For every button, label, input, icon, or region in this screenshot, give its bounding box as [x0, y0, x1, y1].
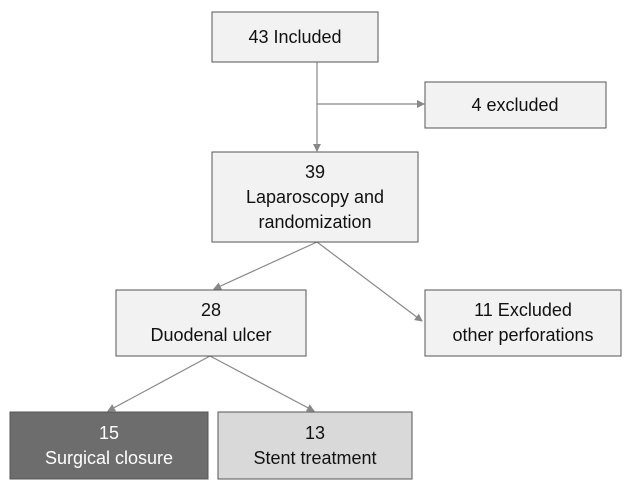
node-label: Laparoscopy and [246, 187, 384, 207]
arrow [316, 241, 423, 322]
node-label: 43 Included [248, 27, 341, 47]
arrow [107, 355, 211, 412]
node-label: Duodenal ulcer [150, 325, 271, 345]
arrow [209, 355, 315, 412]
node-label: 15 [99, 423, 119, 443]
arrow [213, 241, 318, 290]
node-box [424, 289, 622, 357]
node-box [424, 81, 607, 129]
node-box [217, 411, 413, 480]
node-label: other perforations [452, 325, 593, 345]
node-label: Stent treatment [253, 448, 376, 468]
node-label: randomization [258, 212, 371, 232]
node-label: 11 Excluded [474, 300, 572, 320]
node-label: 13 [305, 423, 325, 443]
node-label: Surgical closure [45, 448, 173, 468]
node-box [211, 11, 379, 63]
node-box [211, 151, 419, 243]
node-label: 39 [305, 162, 325, 182]
node-box [9, 411, 209, 480]
node-box [115, 289, 307, 357]
node-label: 28 [201, 300, 221, 320]
node-label: 4 excluded [471, 95, 558, 115]
